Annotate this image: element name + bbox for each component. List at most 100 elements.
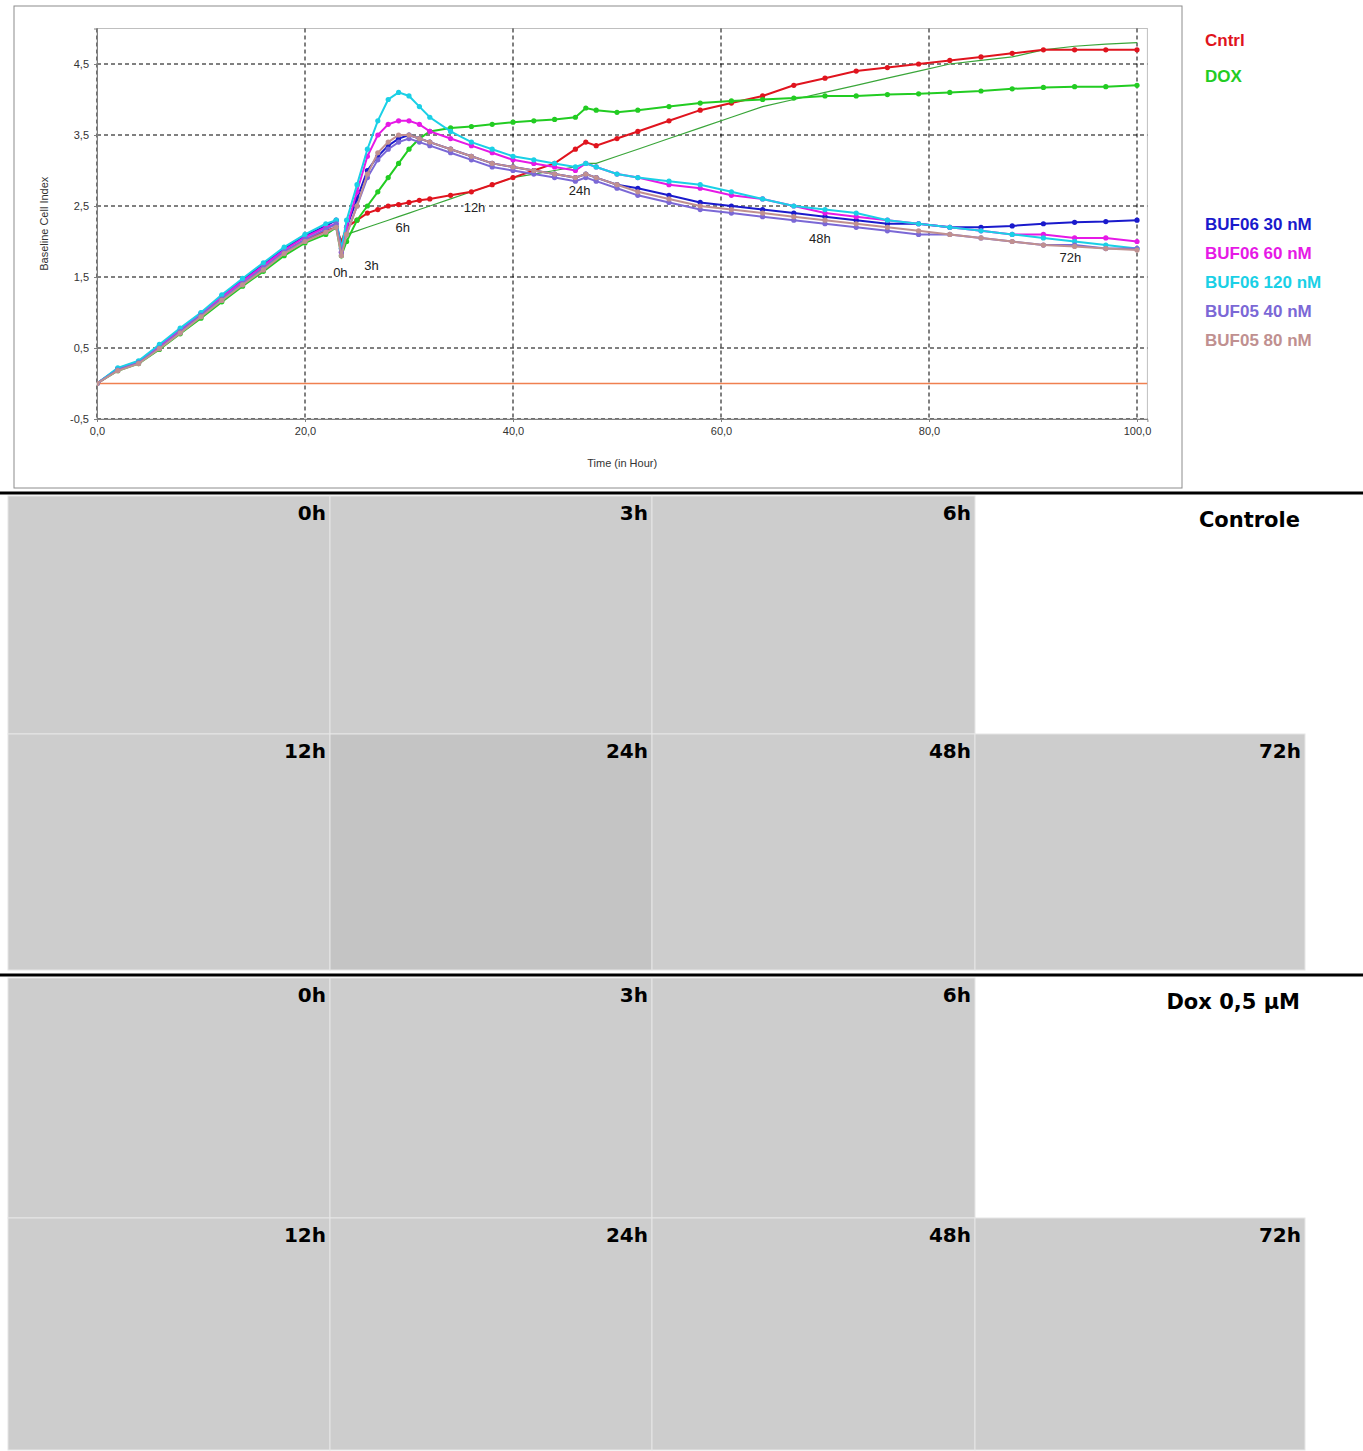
- series-marker: [635, 189, 640, 194]
- micrograph-label: 12h: [284, 739, 326, 763]
- y-axis-line: [94, 29, 98, 420]
- y-tick-mark: [94, 135, 97, 136]
- series-marker: [1010, 51, 1015, 56]
- micrograph-label: 24h: [606, 739, 648, 763]
- micrograph: 0h: [8, 496, 330, 734]
- micrograph-image: [975, 734, 1305, 970]
- series-marker: [885, 218, 890, 223]
- series-marker: [978, 88, 983, 93]
- series-marker: [791, 203, 796, 208]
- series-marker: [666, 118, 671, 123]
- series-marker: [666, 179, 671, 184]
- series-marker: [1010, 239, 1015, 244]
- micrograph-image: [330, 1218, 652, 1450]
- grid-line-x: [305, 29, 306, 420]
- series-marker: [396, 161, 401, 166]
- series-marker: [729, 207, 734, 212]
- series-marker: [1010, 232, 1015, 237]
- series-marker: [666, 196, 671, 201]
- grid-line-y: [97, 135, 1147, 136]
- series-marker: [916, 221, 921, 226]
- y-axis: -0,50,51,52,53,54,5: [70, 29, 97, 425]
- micrograph: 12h: [8, 734, 330, 970]
- grid-line-y: [97, 64, 1147, 65]
- x-tick-mark: [305, 419, 306, 422]
- series-marker: [490, 182, 495, 187]
- series-marker: [115, 368, 120, 373]
- series-marker: [282, 245, 287, 250]
- series-marker: [375, 207, 380, 212]
- series-line: [97, 121, 1137, 384]
- micrograph-image: [330, 734, 652, 970]
- series-marker: [1072, 84, 1077, 89]
- series-marker: [417, 198, 422, 203]
- series-marker: [219, 298, 224, 303]
- series-marker: [594, 108, 599, 113]
- series-marker: [417, 136, 422, 141]
- series-line: [97, 50, 1137, 384]
- y-tick-mark: [94, 64, 97, 65]
- micrograph-label: 3h: [620, 501, 648, 525]
- y-tick: 1,5: [74, 271, 97, 283]
- series-marker: [302, 239, 307, 244]
- micrograph-image: [330, 978, 652, 1218]
- series-marker: [396, 90, 401, 95]
- micrograph-image: [975, 1218, 1305, 1450]
- micrograph: 3h: [330, 496, 652, 734]
- series-marker: [978, 235, 983, 240]
- series-marker: [552, 161, 557, 166]
- series-marker: [531, 168, 536, 173]
- series-marker: [510, 154, 515, 159]
- micrograph-label: 0h: [298, 983, 326, 1007]
- series-marker: [417, 136, 422, 141]
- y-tick-mark: [94, 206, 97, 207]
- series-marker: [885, 225, 890, 230]
- y-tick: 0,5: [74, 342, 97, 354]
- series-marker: [1041, 235, 1046, 240]
- series-marker: [947, 90, 952, 95]
- series-marker: [1134, 218, 1139, 223]
- micrograph-label: 0h: [298, 501, 326, 525]
- series-marker: [573, 175, 578, 180]
- series-marker: [978, 228, 983, 233]
- micrograph: 72h: [975, 1218, 1305, 1450]
- series-marker: [334, 225, 339, 230]
- micrograph-label: 72h: [1259, 739, 1301, 763]
- series-marker: [240, 282, 245, 287]
- micrograph: 24h: [330, 734, 652, 970]
- series-marker: [490, 161, 495, 166]
- series-marker: [854, 211, 859, 216]
- micrograph-image: [652, 978, 975, 1218]
- series-marker: [594, 175, 599, 180]
- series-marker: [490, 147, 495, 152]
- series-marker: [552, 117, 557, 122]
- series-marker: [729, 189, 734, 194]
- series-marker: [947, 232, 952, 237]
- series-marker: [1072, 244, 1077, 249]
- separator: [0, 492, 1363, 495]
- series-marker: [339, 253, 344, 258]
- series-marker: [386, 175, 391, 180]
- grid: [97, 29, 1147, 420]
- series-marker: [916, 91, 921, 96]
- micrograph-image: [8, 734, 330, 970]
- series-marker: [448, 147, 453, 152]
- series-marker: [417, 122, 422, 127]
- series-marker: [261, 260, 266, 265]
- micrograph-label: 48h: [929, 1223, 971, 1247]
- series-marker: [448, 129, 453, 134]
- series-marker: [614, 171, 619, 176]
- series-marker: [136, 361, 141, 366]
- legend-entry: BUF06 120 nM: [1205, 273, 1321, 292]
- series-marker: [97, 381, 100, 386]
- series-marker: [791, 214, 796, 219]
- series-marker: [614, 171, 619, 176]
- series-marker: [1103, 246, 1108, 251]
- series-marker: [386, 147, 391, 152]
- series-marker: [854, 69, 859, 74]
- legend-entry: DOX: [1205, 67, 1243, 86]
- series-marker: [365, 147, 370, 152]
- series-marker: [427, 129, 432, 134]
- micrograph: 48h: [652, 734, 975, 970]
- series-marker: [334, 225, 339, 230]
